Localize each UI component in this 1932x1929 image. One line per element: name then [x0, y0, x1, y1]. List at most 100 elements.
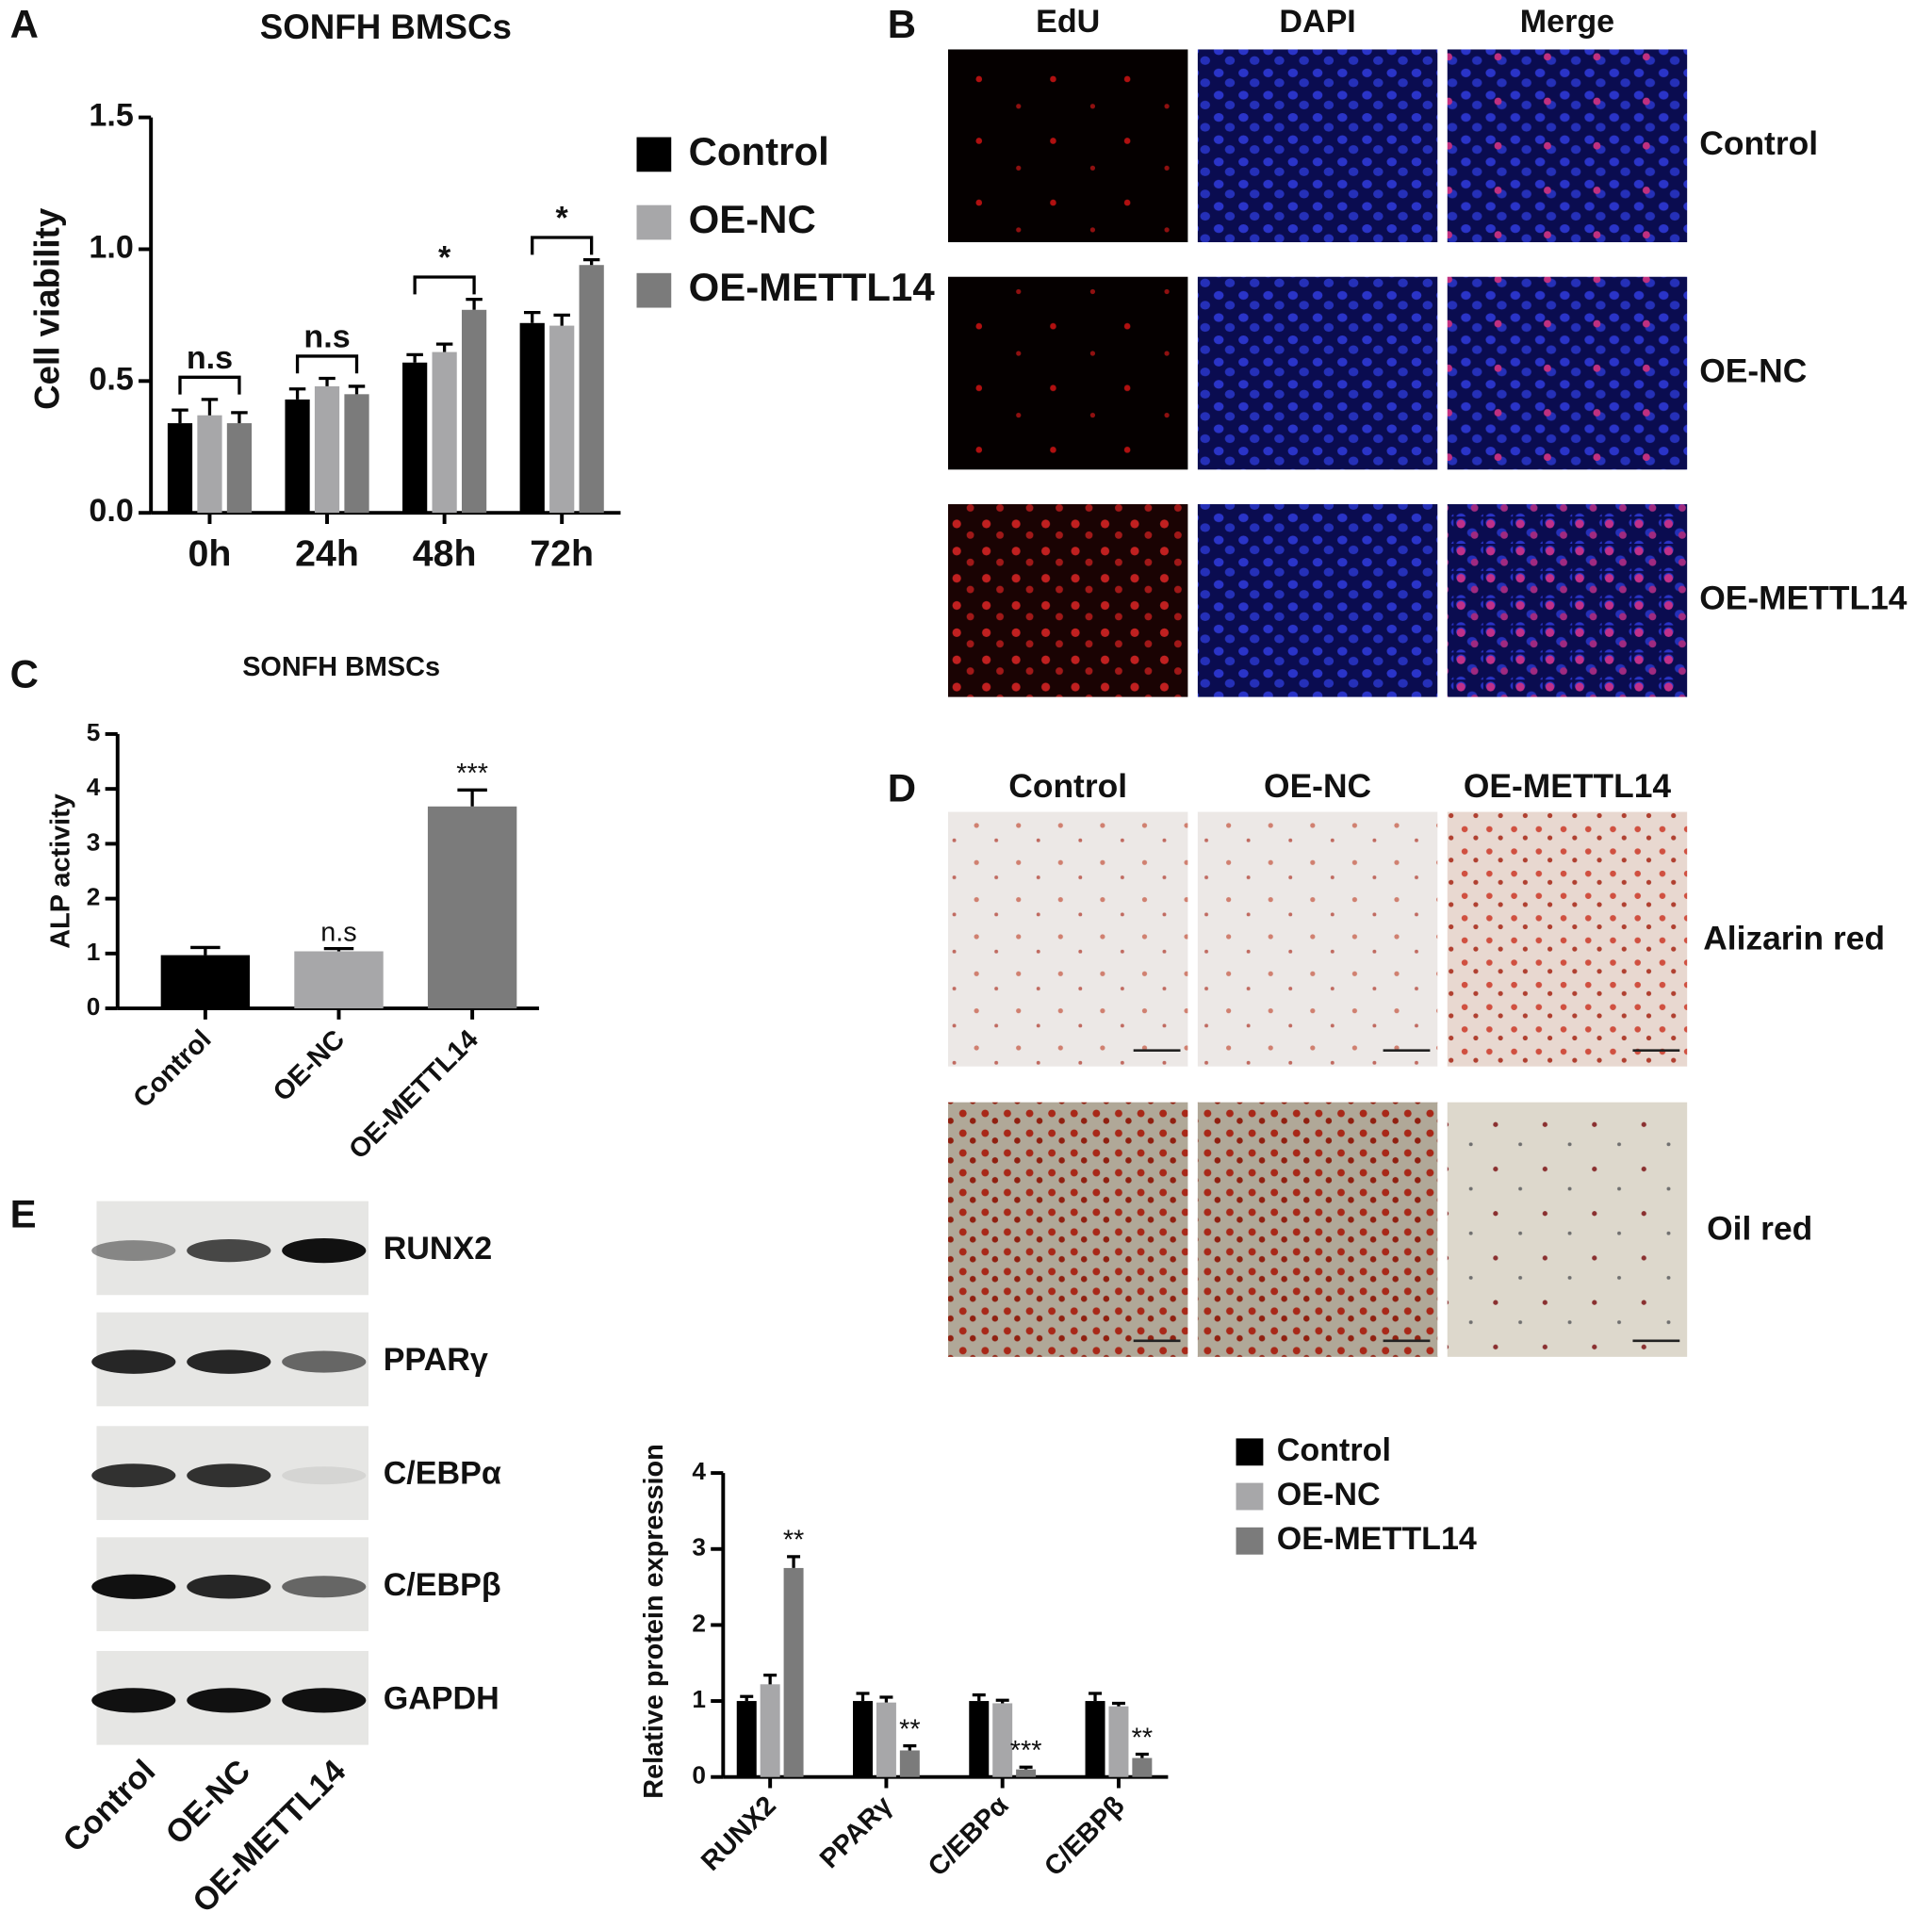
panel-letter: D [888, 765, 916, 809]
protein-label: C/EBPα [384, 1456, 501, 1492]
error-bar [457, 788, 487, 807]
legend-label: OE-NC [1277, 1477, 1381, 1512]
y-tick-label: 2 [87, 883, 101, 911]
blot-band [91, 1240, 176, 1262]
row-label: Control [1699, 124, 1818, 162]
legend-label: OE-METTL14 [689, 265, 936, 309]
column-label: EdU [1036, 4, 1100, 40]
x-tick-label: OE-NC [268, 1024, 351, 1107]
error-bar [1111, 1701, 1125, 1707]
micrograph [1197, 49, 1438, 243]
error-bar [740, 1694, 754, 1702]
error-bar [348, 384, 366, 395]
bar [314, 385, 340, 514]
significance-label: * [556, 201, 569, 237]
bar [519, 322, 545, 514]
bar [197, 415, 222, 514]
bar [579, 265, 604, 514]
bar [461, 309, 487, 514]
error-bar [435, 342, 453, 352]
bar [992, 1703, 1013, 1777]
significance-label: *** [456, 759, 488, 789]
micrograph [947, 811, 1188, 1067]
significance-label: ** [1132, 1723, 1153, 1753]
bar [736, 1701, 757, 1777]
error-bar [288, 387, 306, 400]
y-tick-label: 1 [87, 938, 101, 966]
blot-band [187, 1463, 271, 1488]
blot-band [187, 1349, 271, 1374]
error-bar [903, 1744, 917, 1751]
blot-band [282, 1350, 367, 1373]
bar [783, 1567, 804, 1777]
x-tick-label: RUNX2 [696, 1790, 782, 1877]
bar [294, 951, 384, 1009]
panel-letter: B [888, 2, 916, 46]
bar [285, 399, 310, 514]
x-tick-label: Control [127, 1024, 217, 1114]
legend-swatch [636, 137, 672, 172]
y-tick-label: 4 [692, 1457, 706, 1485]
x-tick-label: 24h [295, 532, 359, 574]
protein-label: C/EBPβ [384, 1567, 501, 1603]
significance-bracket [295, 354, 359, 374]
micrograph [947, 49, 1188, 243]
error-bar [553, 313, 570, 326]
y-axis-label: Relative protein expression [639, 1444, 669, 1799]
significance-bracket [531, 236, 594, 255]
blot-band [91, 1463, 176, 1488]
panel-letter: E [10, 1192, 37, 1236]
error-bar [879, 1695, 893, 1703]
y-tick-label: 0 [692, 1761, 706, 1790]
protein-label: PPARγ [384, 1342, 488, 1378]
x-tick-label: C/EBPβ [1039, 1790, 1130, 1882]
micrograph [1447, 811, 1688, 1067]
panel-letter: C [10, 652, 39, 696]
bar [402, 362, 428, 514]
blot-band [91, 1688, 176, 1713]
row-label: Alizarin red [1703, 919, 1885, 956]
legend-swatch [636, 272, 672, 308]
error-bar [172, 408, 188, 424]
legend-swatch [1236, 1527, 1264, 1555]
micrograph [947, 1102, 1188, 1357]
bar [1132, 1757, 1153, 1777]
micrograph [1447, 1102, 1688, 1357]
error-bar [466, 297, 483, 310]
micrograph [1447, 49, 1688, 243]
y-tick-label: 0.0 [89, 493, 133, 529]
error-bar [231, 411, 248, 424]
blot-band [91, 1574, 176, 1599]
column-label: OE-METTL14 [1464, 767, 1672, 805]
legend-label: Control [689, 129, 829, 173]
chart-title: SONFH BMSCs [242, 652, 440, 682]
micrograph [947, 276, 1188, 470]
error-bar [201, 398, 219, 416]
y-tick-label: 0 [87, 992, 101, 1021]
bar [549, 325, 575, 514]
y-tick-label: 1.0 [89, 229, 133, 265]
protein-label: GAPDH [384, 1680, 499, 1716]
significance-label: *** [1010, 1736, 1042, 1766]
blot-band [282, 1466, 367, 1485]
bar [969, 1701, 990, 1777]
protein-label: RUNX2 [384, 1231, 493, 1267]
legend-swatch [1236, 1438, 1264, 1466]
error-bar [323, 946, 354, 952]
blot-band [187, 1575, 271, 1599]
y-tick-label: 5 [87, 718, 101, 746]
significance-label: * [438, 240, 451, 276]
row-label: Oil red [1707, 1209, 1812, 1247]
bar [1016, 1769, 1037, 1777]
legend-label: OE-NC [689, 197, 816, 241]
micrograph [1197, 504, 1438, 697]
panel-letter: A [10, 2, 39, 46]
bar [1085, 1701, 1105, 1777]
x-tick-label: C/EBPα [923, 1790, 1015, 1883]
row-label: OE-NC [1699, 351, 1807, 389]
y-axis-label: ALP activity [45, 793, 75, 949]
blot-band [282, 1237, 367, 1264]
bar [876, 1702, 896, 1777]
micrograph [1197, 1102, 1438, 1357]
micrograph [1447, 504, 1688, 697]
